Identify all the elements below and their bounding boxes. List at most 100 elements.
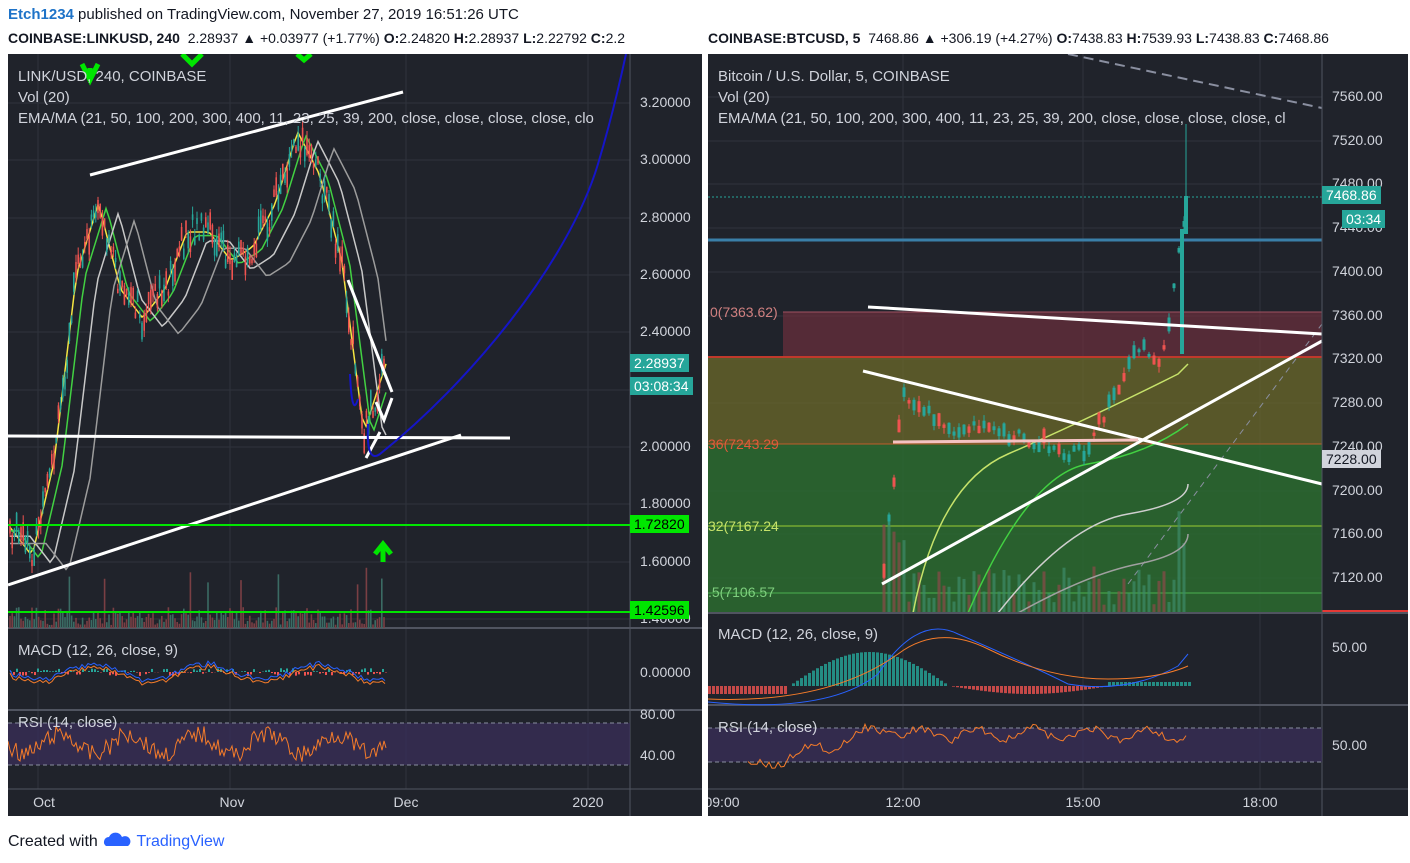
left-volume-bar bbox=[222, 614, 225, 628]
right-macd-hist-bar bbox=[836, 658, 839, 686]
left-open-label: O: bbox=[383, 30, 400, 46]
left-candle bbox=[231, 260, 233, 280]
left-candle bbox=[312, 163, 315, 169]
left-chart-svg[interactable] bbox=[8, 54, 702, 816]
right-volume-bar bbox=[987, 568, 991, 613]
left-volume-bar bbox=[381, 578, 383, 628]
left-candle bbox=[132, 287, 134, 300]
left-legend-vol[interactable]: Vol (20) bbox=[18, 89, 70, 106]
left-candle bbox=[240, 240, 242, 254]
left-last-price-tag: 2.28937 bbox=[630, 354, 689, 372]
right-pink-horizontal-line[interactable] bbox=[892, 438, 1139, 444]
left-price-tick: 1.80000 bbox=[640, 495, 691, 511]
left-x-tick: Dec bbox=[393, 794, 419, 810]
left-volume-bar bbox=[15, 607, 18, 628]
left-volume-bar bbox=[29, 620, 31, 628]
right-volume-bar bbox=[1017, 574, 1021, 613]
tradingview-link[interactable]: TradingView bbox=[136, 833, 225, 850]
right-volume-bar bbox=[932, 597, 936, 613]
left-ma-line-1 bbox=[10, 134, 387, 559]
right-legend-ema[interactable]: EMA/MA (21, 50, 100, 200, 300, 400, 11, … bbox=[718, 110, 1286, 127]
right-rsi-label[interactable]: RSI (14, close) bbox=[718, 719, 818, 736]
right-volume-bar bbox=[917, 572, 921, 613]
tradingview-cloud-icon bbox=[104, 832, 131, 846]
left-volume-bar bbox=[354, 622, 357, 628]
left-candle bbox=[244, 256, 247, 276]
right-volume-bar bbox=[1097, 578, 1101, 613]
left-candle bbox=[40, 515, 42, 528]
right-legend-vol[interactable]: Vol (20) bbox=[718, 89, 770, 106]
left-rising-trendline[interactable] bbox=[8, 433, 462, 587]
left-blue-projection-curve[interactable] bbox=[366, 54, 627, 457]
left-horizontal-support-line[interactable] bbox=[8, 434, 511, 440]
right-macd-hist-bar bbox=[1172, 682, 1175, 686]
left-volume-bar bbox=[231, 610, 233, 628]
left-volume-bar bbox=[37, 616, 40, 628]
right-candle bbox=[1177, 247, 1181, 253]
left-volume-bar bbox=[297, 616, 299, 628]
left-macd-hist-bar bbox=[148, 672, 150, 673]
author-link[interactable]: Etch1234 bbox=[8, 6, 74, 23]
left-candle bbox=[119, 271, 121, 291]
left-candle bbox=[341, 246, 343, 262]
right-volume-bar bbox=[962, 578, 966, 613]
left-candle bbox=[110, 249, 112, 256]
right-chart-panel[interactable]: Bitcoin / U.S. Dollar, 5, COINBASE Vol (… bbox=[708, 54, 1408, 816]
right-macd-label[interactable]: MACD (12, 26, close, 9) bbox=[718, 626, 879, 643]
left-wedge-bottom-mark-2[interactable] bbox=[364, 431, 382, 459]
right-rising-trendline[interactable] bbox=[881, 339, 1323, 586]
left-legend-ema[interactable]: EMA/MA (21, 50, 100, 200, 300, 400, 11, … bbox=[18, 110, 594, 127]
left-candle bbox=[73, 272, 75, 292]
right-macd-hist-bar bbox=[812, 670, 815, 686]
left-candle bbox=[48, 468, 51, 478]
right-volume-bar bbox=[1112, 604, 1116, 613]
left-volume-bar bbox=[240, 580, 242, 628]
left-candle bbox=[352, 326, 354, 344]
left-upper-trendline[interactable] bbox=[89, 90, 404, 177]
left-macd-label[interactable]: MACD (12, 26, close, 9) bbox=[18, 642, 179, 659]
right-macd-hist-bar bbox=[1148, 682, 1151, 686]
left-candle bbox=[103, 218, 106, 227]
right-chart-svg[interactable] bbox=[708, 54, 1408, 816]
left-wedge-bottom-mark[interactable] bbox=[374, 397, 394, 425]
left-candle bbox=[176, 249, 178, 258]
right-volume-bar bbox=[902, 540, 906, 613]
right-volume-bar bbox=[1157, 580, 1161, 613]
left-macd-hist-bar bbox=[169, 672, 171, 676]
left-volume-bar bbox=[257, 617, 260, 628]
left-volume-bar bbox=[150, 617, 152, 628]
left-blue-projection-hook[interactable] bbox=[349, 373, 359, 406]
left-candle bbox=[9, 520, 11, 534]
right-volume-bar bbox=[1117, 591, 1121, 613]
right-macd-hist-bar bbox=[1064, 686, 1067, 693]
left-macd-hist-bar bbox=[343, 672, 345, 675]
left-candle bbox=[224, 259, 227, 268]
left-volume-bar bbox=[130, 616, 132, 628]
left-volume-bar bbox=[31, 607, 33, 628]
right-macd-hist-bar bbox=[848, 654, 851, 686]
left-macd-hist-bar bbox=[340, 672, 342, 674]
left-rsi-label[interactable]: RSI (14, close) bbox=[18, 714, 118, 731]
right-macd-hist-bar bbox=[800, 678, 803, 686]
right-dashed-downtrend[interactable] bbox=[1067, 54, 1323, 109]
right-volume-bar bbox=[1007, 575, 1011, 613]
left-macd-hist-bar bbox=[175, 672, 177, 674]
left-macd-hist-bar bbox=[322, 672, 324, 673]
left-macd-hist-bar bbox=[58, 668, 60, 672]
left-volume-bar bbox=[233, 619, 236, 628]
left-macd-hist-bar bbox=[67, 672, 69, 675]
right-legend-title[interactable]: Bitcoin / U.S. Dollar, 5, COINBASE bbox=[718, 68, 950, 85]
left-candle bbox=[172, 269, 174, 286]
left-candle bbox=[11, 534, 13, 549]
left-volume-bar bbox=[262, 622, 264, 628]
right-upper-trendline[interactable] bbox=[867, 305, 1323, 336]
left-candle bbox=[143, 312, 145, 331]
right-volume-bar bbox=[967, 594, 971, 613]
right-lower-descending-line[interactable] bbox=[862, 369, 1323, 486]
left-chart-panel[interactable]: LINK/USD, 240, COINBASE Vol (20) EMA/MA … bbox=[8, 54, 702, 816]
left-legend-title[interactable]: LINK/USD, 240, COINBASE bbox=[18, 68, 207, 85]
left-falling-wedge-line[interactable] bbox=[346, 279, 394, 393]
right-fib-label-2: 36(7243.29 bbox=[708, 436, 779, 452]
right-candle bbox=[982, 420, 986, 429]
right-x-tick: 18:00 bbox=[1242, 794, 1278, 810]
